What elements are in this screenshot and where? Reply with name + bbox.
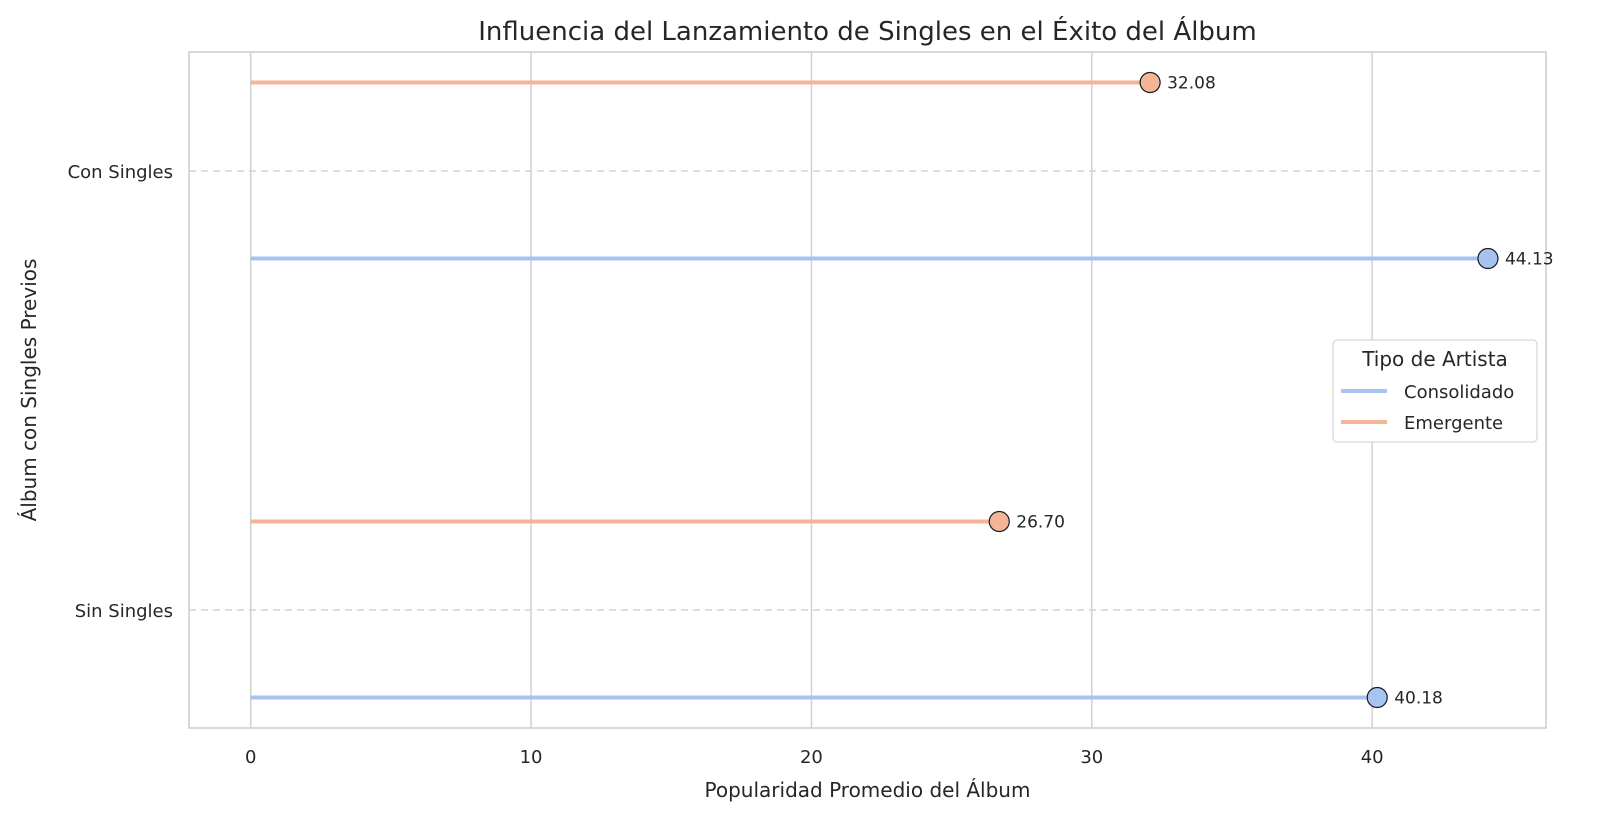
y-tick-label: Con Singles [68, 162, 173, 183]
legend-title: Tipo de Artista [1361, 347, 1508, 371]
y-axis-label: Álbum con Singles Previos [17, 259, 41, 522]
legend-label: Consolidado [1404, 382, 1514, 403]
legend-label: Emergente [1404, 413, 1503, 434]
legend-items: Consolidado Emergente [1341, 382, 1514, 434]
x-tick-label: 40 [1361, 747, 1384, 768]
plot-frame [188, 51, 1547, 729]
lollipop-series: 44.13 40.18 32.08 26.70 [250, 71, 1554, 709]
y-tick-label: Sin Singles [75, 601, 173, 622]
chart-title: Influencia del Lanzamiento de Singles en… [478, 15, 1257, 47]
x-tick-label: 30 [1080, 747, 1103, 768]
lollipop-marker [1139, 71, 1161, 94]
x-tick-label: 10 [520, 747, 543, 768]
lollipop-marker [1366, 686, 1388, 709]
lollipop-marker [1477, 247, 1499, 270]
x-tick-label: 0 [245, 747, 256, 768]
value-label: 44.13 [1505, 250, 1554, 270]
legend-box [1332, 339, 1538, 443]
x-axis-ticks: 0 10 20 30 40 [245, 747, 1384, 768]
legend: Tipo de Artista Consolidado Emergente [1332, 339, 1538, 443]
x-tick-label: 20 [800, 747, 823, 768]
x-axis-label: Popularidad Promedio del Álbum [705, 778, 1031, 802]
y-axis-ticks: Con Singles Sin Singles [68, 162, 173, 622]
value-label: 26.70 [1016, 513, 1065, 533]
value-label: 32.08 [1167, 74, 1216, 94]
value-label: 40.18 [1394, 689, 1443, 709]
lollipop-marker [988, 510, 1010, 533]
